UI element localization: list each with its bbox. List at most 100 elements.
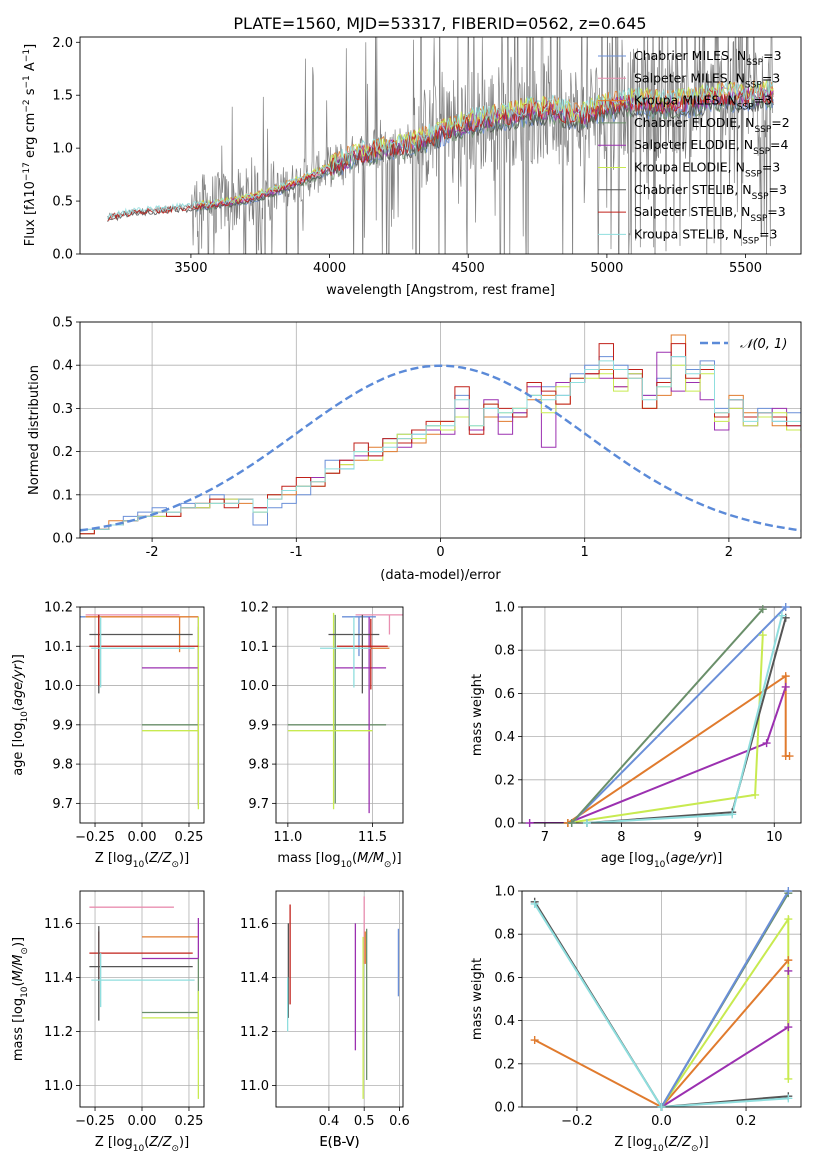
y-tick-label: 10.2 [44, 601, 73, 616]
weight-marker [762, 739, 771, 748]
legend-entry: Chabrier ELODIE, NSSP=2 [634, 115, 790, 135]
plot-area [80, 334, 801, 535]
y-tick-label: 11.4 [240, 971, 269, 986]
x-tick-label: 0.2 [736, 1114, 757, 1129]
y-tick-label: 1.0 [494, 601, 515, 616]
axes-frame [79, 606, 205, 824]
weight-marker [657, 1103, 666, 1111]
y-tick-label: 10.2 [240, 601, 269, 616]
legend-entry: Chabrier MILES, NSSP=3 [634, 48, 782, 68]
weight-marker [784, 887, 793, 895]
y-tick-label: 0.2 [494, 1057, 515, 1072]
weight-marker [777, 611, 786, 620]
x-axis-label: wavelength [Angstrom, rest frame] [326, 283, 555, 298]
x-axis-label: E(B-V) [319, 1135, 359, 1150]
x-tick-label: 11.5 [358, 830, 387, 845]
x-tick-label: -1 [290, 545, 303, 560]
y-tick-label: 0.5 [52, 195, 73, 210]
model-spectrum-line [107, 85, 774, 221]
x-tick-label: 8 [617, 830, 625, 845]
x-axis-label: age [log10(age/yr)] [601, 851, 723, 870]
x-tick-label: 0.25 [174, 1114, 203, 1129]
weight-marker [784, 915, 793, 924]
axes-frame [79, 321, 802, 539]
x-tick-label: 0.0 [651, 1114, 672, 1129]
y-tick-label: 11.6 [44, 917, 73, 932]
weight-marker [525, 819, 534, 827]
weight-marker [530, 1036, 539, 1045]
legend-entry: Salpeter ELODIE, NSSP=4 [634, 137, 789, 157]
weight-marker [784, 1074, 793, 1083]
weight-marker [758, 631, 767, 640]
y-tick-label: 0.6 [494, 687, 515, 702]
y-tick-label: 0.4 [494, 730, 515, 745]
axes-frame [275, 606, 404, 824]
x-tick-label: 3500 [174, 261, 207, 276]
y-tick-label: 0.3 [52, 402, 73, 417]
y-tick-label: 10.0 [240, 679, 269, 694]
y-tick-label: 1.0 [494, 885, 515, 900]
x-axis-label: Z [log10(Z/Z⊙)] [95, 1135, 189, 1154]
panel-age-vs-Z: −0.25 0.00 0.25 9.7 9.8 9.9 10.0 10.1 10.2 Z [log… [11, 601, 205, 870]
weight-marker [781, 603, 790, 611]
panel-weight-vs-age: 7 8 9 10 0.0 0.2 0.4 0.6 0.8 1.0 age [log10(age/yr… [470, 601, 802, 870]
legend-entry: 𝒩(0, 1) [740, 337, 787, 352]
x-axis-label: Z [log10(Z/Z⊙)] [614, 1135, 708, 1154]
y-tick-label: 0.8 [494, 644, 515, 659]
y-tick-label: 0.0 [494, 817, 515, 832]
x-tick-label: 5000 [590, 261, 623, 276]
weight-marker [784, 1023, 793, 1032]
y-tick-label: 9.9 [248, 718, 269, 733]
x-tick-label: 0.4 [319, 1114, 340, 1129]
x-tick-label: 0.6 [389, 1114, 410, 1129]
x-tick-label: −0.2 [561, 1114, 593, 1129]
x-tick-label: 11.0 [273, 830, 302, 845]
panel-residuals: -2 -1 0 1 2 0.0 0.1 0.2 0.3 0.4 0.5 Normed distribu… [27, 316, 802, 583]
y-tick-label: 9.8 [248, 758, 269, 773]
x-tick-label: −0.25 [75, 1114, 115, 1129]
y-tick-label: 0.8 [494, 928, 515, 943]
x-tick-label: 4500 [452, 261, 485, 276]
plot-area [287, 612, 403, 814]
x-axis-label: E(B-V) [319, 1135, 359, 1150]
y-tick-label: 10.0 [44, 679, 73, 694]
y-tick-label: 9.7 [248, 797, 269, 812]
axes-frame [79, 890, 205, 1108]
model-spectrum-line [196, 86, 774, 210]
x-tick-label: 7 [541, 830, 549, 845]
weight-marker [530, 899, 539, 908]
weight-marker [728, 810, 737, 819]
data-spectrum [107, 37, 774, 254]
plot-area [80, 614, 200, 810]
x-axis-label: (data-model)/error [380, 568, 501, 583]
y-tick-label: 0.0 [494, 1101, 515, 1116]
x-tick-label: 1 [581, 545, 589, 560]
weight-marker [781, 682, 790, 691]
x-tick-label: 5500 [729, 261, 762, 276]
y-tick-label: 0.5 [52, 316, 73, 331]
panel-mass-vs-Z: −0.25 0.00 0.25 11.0 11.2 11.4 11.6 Z [log10(Z/… [11, 890, 205, 1154]
weight-marker [785, 752, 794, 761]
weight-line [529, 686, 787, 823]
x-tick-label: 0.5 [354, 1114, 375, 1129]
y-tick-label: 0.1 [52, 488, 73, 503]
weight-marker [784, 956, 793, 965]
y-tick-label: 10.1 [240, 640, 269, 655]
y-tick-label: 1.5 [52, 89, 73, 104]
weight-marker [784, 966, 793, 975]
y-tick-label: 9.9 [52, 718, 73, 733]
y-tick-label: 0.2 [494, 773, 515, 788]
y-tick-label: 0.4 [52, 359, 73, 374]
y-tick-label: 11.0 [240, 1079, 269, 1094]
x-tick-label: 0.25 [174, 830, 203, 845]
legend-entry: Kroupa MILES, NSSP=3 [634, 93, 772, 113]
weight-line [570, 607, 787, 823]
y-axis-label: mass weight [470, 674, 485, 756]
x-tick-label: 0.00 [128, 1114, 157, 1129]
y-tick-label: 11.0 [44, 1079, 73, 1094]
y-axis-label: mass weight [470, 958, 485, 1040]
panel-weight-vs-Z: −0.2 0.0 0.2 0.0 0.2 0.4 0.6 0.8 1.0 Z [log10(Z/Z… [470, 885, 802, 1154]
weight-marker [751, 790, 760, 799]
